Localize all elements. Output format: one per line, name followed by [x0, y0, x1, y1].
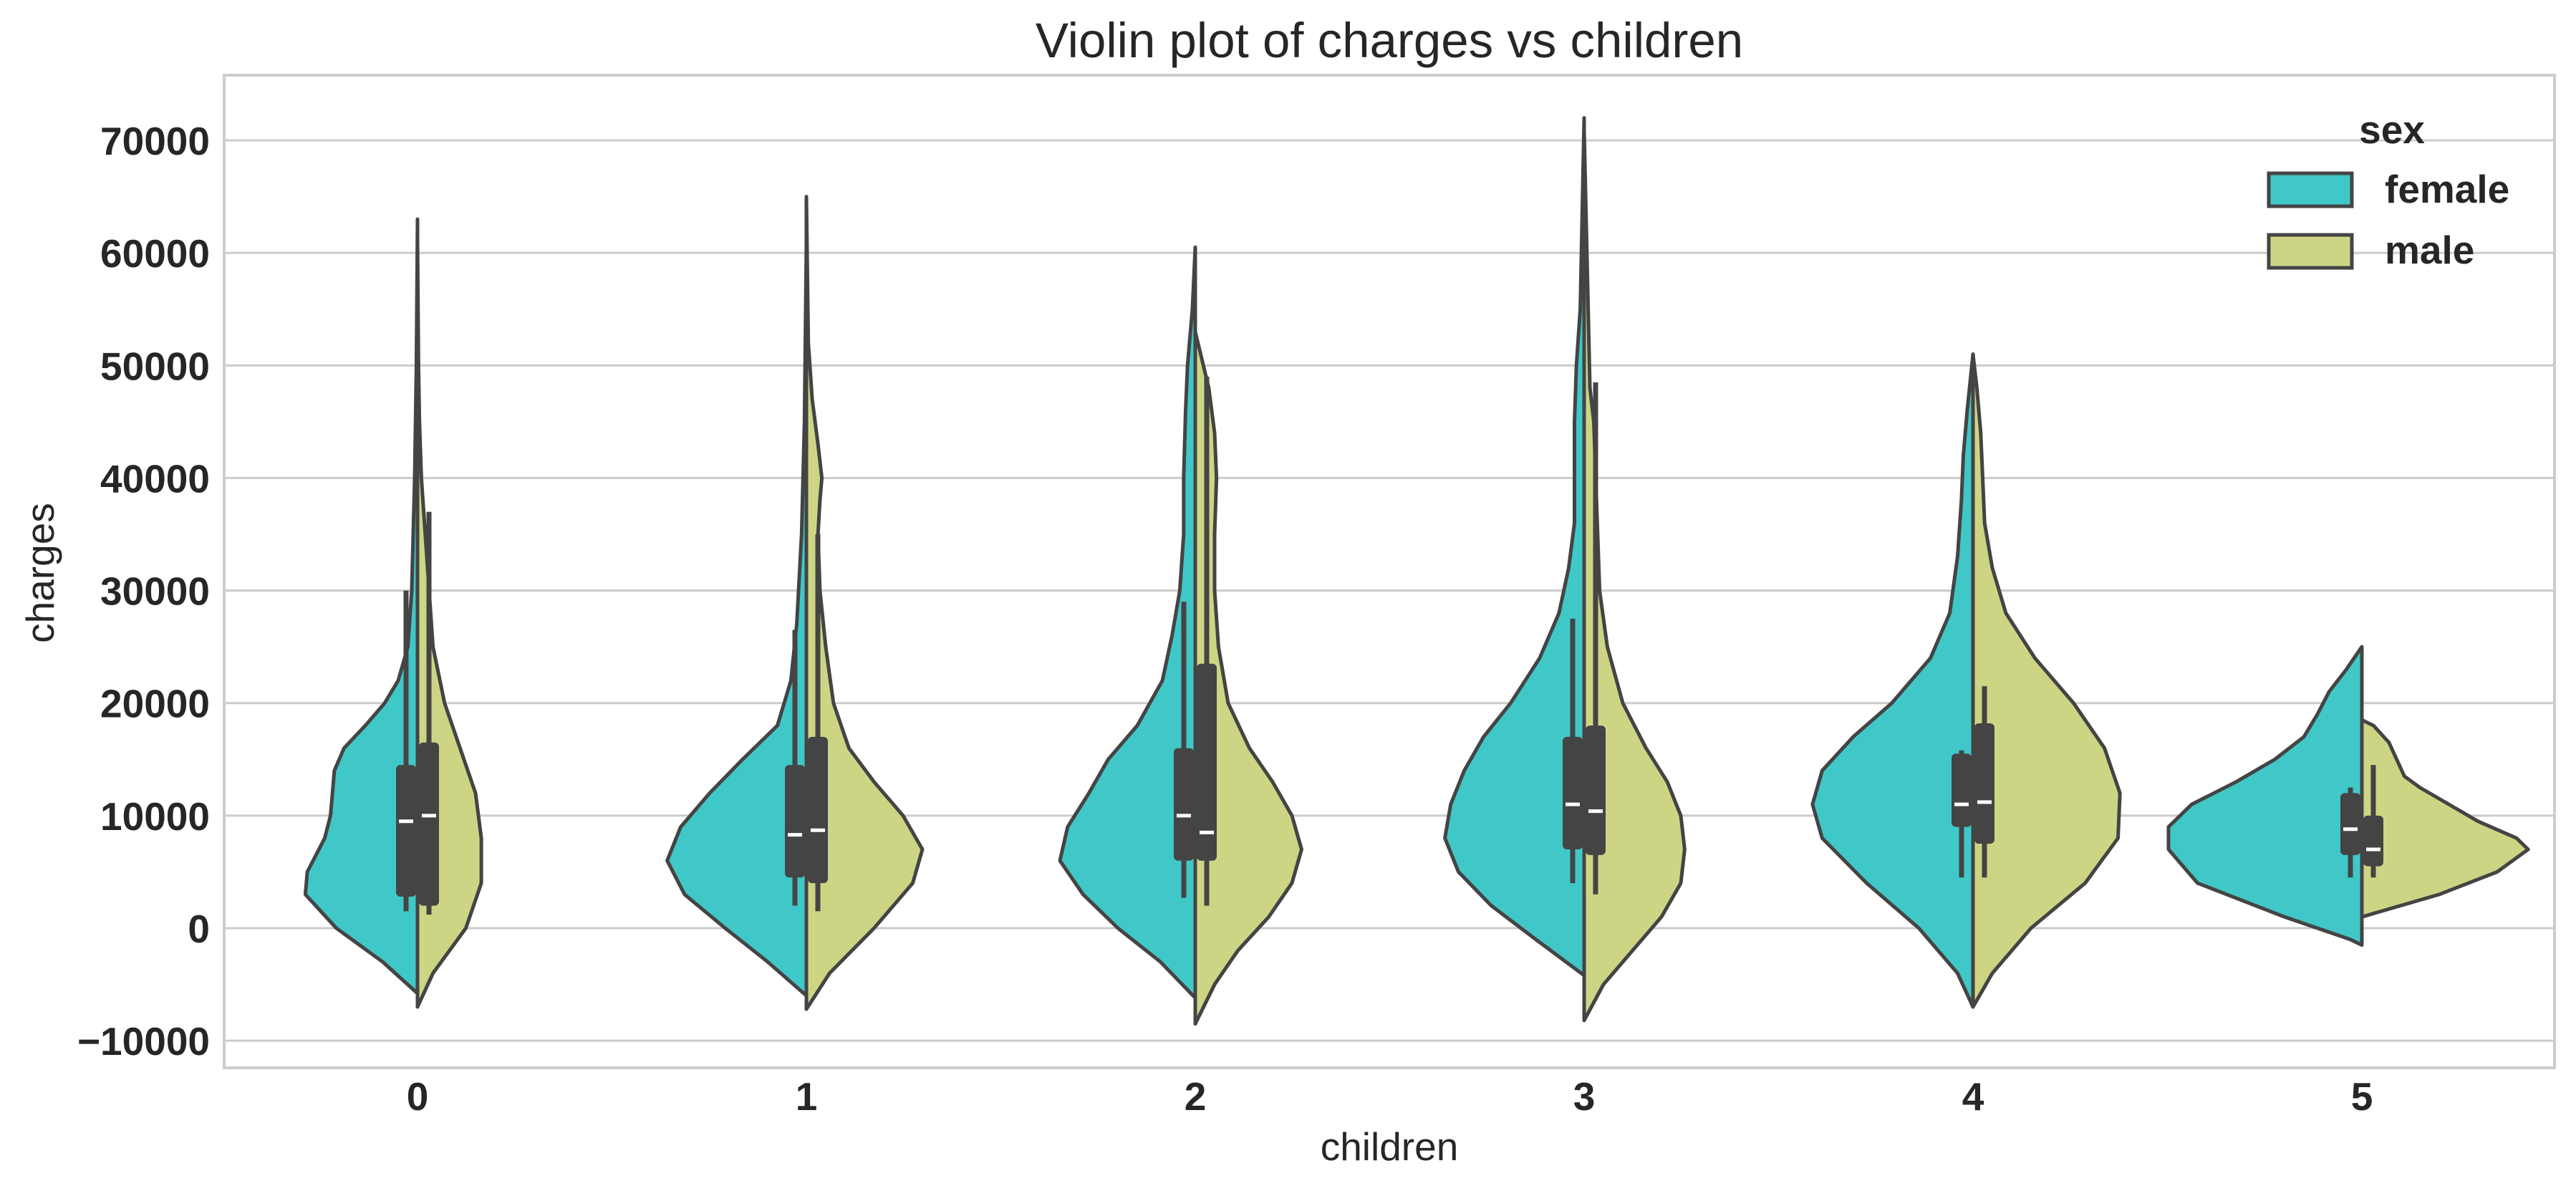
violin-female-2: [1058, 245, 1197, 1000]
iqr-box-male-3: [1586, 725, 1606, 855]
y-axis-ticks: −10000 0 10000 20000 30000 40000 50000 60000 700…: [77, 119, 210, 1064]
violin-male-5: [2360, 718, 2530, 919]
violin-male-2: [1193, 329, 1303, 1026]
y-tick-label: 0: [188, 907, 210, 951]
legend-label-female: female: [2385, 167, 2509, 211]
box-inner: [396, 377, 2383, 915]
violin-male-1: [804, 195, 925, 1011]
x-tick-label: 0: [407, 1074, 429, 1119]
legend-title: sex: [2359, 107, 2425, 152]
violins: [303, 116, 2530, 1026]
y-tick-label: 40000: [100, 456, 210, 501]
legend: sex female male: [2267, 107, 2509, 272]
violin-female-4: [1810, 352, 1975, 1009]
violin-female-0: [303, 217, 420, 995]
chart-title: Violin plot of charges vs children: [1036, 13, 1743, 68]
legend-swatch-female: [2267, 171, 2354, 208]
iqr-box-female-2: [1174, 748, 1194, 861]
iqr-box-male-0: [419, 742, 439, 906]
y-tick-label: 60000: [100, 231, 210, 276]
iqr-box-male-5: [2363, 815, 2383, 867]
gridlines: [224, 139, 2555, 1042]
iqr-box-female-3: [1563, 736, 1583, 849]
violin-female-1: [665, 239, 809, 998]
iqr-box-male-2: [1197, 663, 1217, 861]
y-tick-label: 20000: [100, 682, 210, 726]
violin-male-3: [1582, 127, 1687, 1023]
violin-female-5: [2166, 645, 2364, 948]
y-tick-label: 30000: [100, 569, 210, 614]
x-tick-label: 2: [1185, 1074, 1207, 1119]
legend-swatch-male: [2267, 233, 2354, 270]
iqr-box-male-1: [808, 736, 828, 884]
y-tick-label: 10000: [100, 794, 210, 839]
x-tick-label: 4: [1962, 1074, 1984, 1119]
iqr-box-female-4: [1952, 753, 1972, 827]
iqr-box-female-0: [396, 765, 416, 897]
iqr-box-female-5: [2340, 793, 2360, 855]
y-tick-label: −10000: [77, 1019, 210, 1064]
y-tick-label: 70000: [100, 119, 210, 163]
iqr-box-female-1: [785, 765, 805, 878]
x-tick-label: 3: [1573, 1074, 1596, 1119]
x-tick-label: 1: [796, 1074, 818, 1119]
x-tick-label: 5: [2351, 1074, 2373, 1119]
plot-frame: [223, 74, 2556, 1069]
legend-label-male: male: [2385, 228, 2474, 272]
x-axis-label: children: [1321, 1124, 1459, 1169]
violin-male-4: [1971, 352, 2122, 1009]
y-axis-label: charges: [18, 503, 62, 643]
y-tick-label: 50000: [100, 344, 210, 388]
x-axis-ticks: 0 1 2 3 4 5: [407, 1074, 2373, 1119]
violin-female-3: [1443, 116, 1586, 978]
iqr-box-male-4: [1974, 723, 1994, 844]
